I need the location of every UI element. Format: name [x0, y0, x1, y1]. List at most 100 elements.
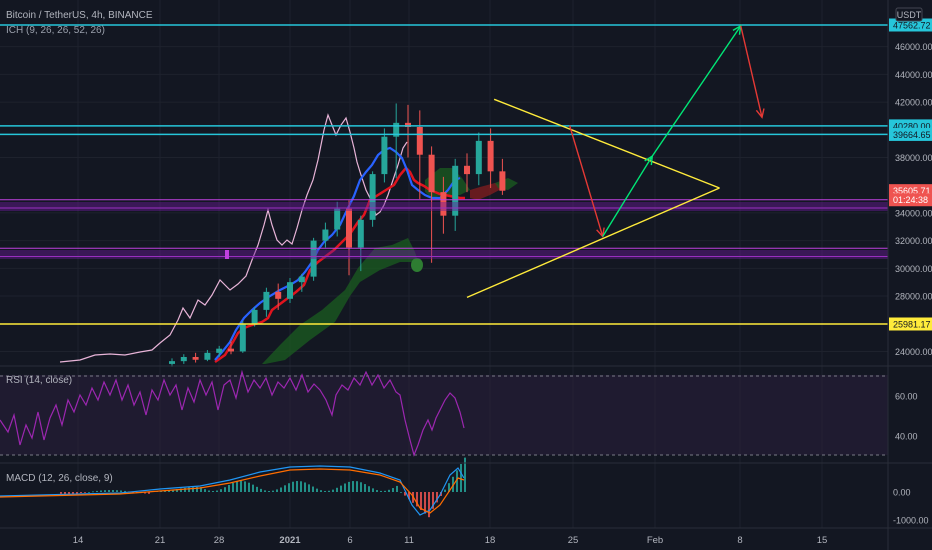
candle-body-27 — [487, 140, 494, 172]
macd-hist-bar-83 — [392, 488, 394, 492]
macd-legend[interactable]: MACD (12, 26, close, 9) — [6, 473, 113, 484]
candle-body-13 — [322, 229, 329, 241]
macd-hist-bar-97 — [448, 483, 450, 492]
macd-hist-bar-66 — [324, 490, 326, 492]
candle-body-5 — [228, 348, 234, 352]
macd-hist-bar-45 — [240, 481, 242, 492]
candle-body-7 — [251, 309, 258, 324]
candle-body-15 — [346, 208, 352, 248]
price-tick-8: 24000.00 — [895, 347, 932, 357]
time-tick-7: 25 — [568, 535, 579, 546]
macd-hist-bar-12 — [108, 490, 110, 492]
candle-body-22 — [428, 154, 435, 193]
macd-hist-bar-31 — [184, 487, 186, 492]
macd-hist-bar-43 — [232, 482, 234, 492]
macd-hist-bar-48 — [252, 484, 254, 492]
macd-hist-bar-68 — [332, 489, 334, 492]
time-tick-10: 15 — [817, 535, 828, 546]
macd-hist-bar-73 — [352, 481, 354, 492]
macd-hist-bar-61 — [304, 482, 306, 492]
candle-body-9 — [275, 291, 282, 299]
price-tick-6: 30000.00 — [895, 264, 932, 274]
purple-zone-lower — [0, 250, 888, 259]
candle-body-6 — [239, 323, 246, 352]
macd-hist-bar-82 — [388, 489, 390, 492]
macd-hist-bar-54 — [276, 489, 278, 492]
macd-hist-bar-59 — [296, 481, 298, 492]
macd-hist-bar-92 — [428, 492, 430, 518]
macd-hist-bar-63 — [312, 486, 314, 492]
macd-hist-bar-84 — [396, 485, 398, 492]
price-axis[interactable]: 46000.00 44000.00 42000.00 38000.00 34000.00… — [895, 42, 932, 357]
macd-hist-bar-9 — [96, 490, 98, 492]
currency-badge-box[interactable] — [895, 7, 923, 22]
rsi-line — [0, 369, 465, 457]
price-marker-label-4: 01:24:38 — [893, 195, 928, 205]
time-axis[interactable]: 14 21 28 2021 6 11 18 25 Feb 8 15 — [73, 535, 828, 546]
time-tick-8: Feb — [647, 535, 663, 546]
candle-body-11 — [298, 276, 305, 283]
candle-body-18 — [381, 136, 388, 175]
macd-hist-bar-0 — [60, 492, 62, 494]
macd-hist-bar-96 — [444, 489, 446, 492]
macd-hist-bar-91 — [424, 492, 426, 514]
candle-body-4 — [216, 348, 223, 353]
price-tick-4: 34000.00 — [895, 208, 932, 218]
chikou-span — [59, 113, 408, 363]
macd-hist-bar-26 — [164, 490, 166, 492]
macd-hist-bar-37 — [208, 490, 210, 492]
price-marker-box-5 — [889, 317, 932, 331]
price-tick-7: 28000.00 — [895, 292, 932, 302]
macd-hist-bar-44 — [236, 481, 238, 492]
projection-red-down-1 — [568, 125, 604, 237]
candle-body-16 — [357, 219, 364, 248]
currency-badge[interactable]: USDT — [897, 10, 922, 20]
time-tick-5: 11 — [404, 535, 414, 546]
macd-hist-bar-32 — [188, 487, 190, 492]
macd-hist-bar-80 — [380, 490, 382, 492]
macd-hist-bar-34 — [196, 487, 198, 492]
macd-hist-bar-15 — [120, 490, 122, 492]
price-marker-box-2 — [889, 127, 932, 141]
macd-hist-bar-1 — [64, 492, 66, 494]
price-tick-3: 38000.00 — [895, 153, 932, 163]
indicator-axes: 60.00 40.00 0.00 -1000.00 — [893, 392, 929, 526]
macd-hist-bar-2 — [68, 492, 70, 494]
candle-body-28 — [499, 171, 506, 191]
rsi-pane-bg — [0, 375, 888, 455]
macd-hist-bar-42 — [228, 485, 230, 492]
macd-hist-bar-100 — [460, 464, 462, 492]
projection-green-up-2 — [651, 25, 742, 157]
ichimoku-legend[interactable]: ICH (9, 26, 26, 52, 26) — [6, 25, 105, 36]
macd-hist-bar-85 — [400, 492, 402, 493]
purple-zone-upper — [0, 202, 888, 211]
macd-hist-bar-98 — [452, 476, 454, 492]
macd-hist-bar-28 — [172, 489, 174, 492]
time-tick-1: 21 — [155, 535, 166, 546]
macd-hist-bar-4 — [76, 492, 78, 494]
candle-body-21 — [416, 127, 423, 155]
macd-hist-bar-87 — [408, 492, 410, 500]
macd-hist-bar-51 — [264, 490, 266, 492]
macd-hist-bar-65 — [320, 490, 322, 492]
macd-hist-bar-76 — [364, 484, 366, 492]
macd-hist-bar-78 — [372, 488, 374, 492]
price-marker-label-3: 35605.71 — [893, 186, 931, 196]
macd-hist-bar-86 — [404, 492, 406, 496]
macd-hist-bar-21 — [144, 492, 146, 494]
macd-signal-line — [0, 468, 465, 514]
time-tick-0: 14 — [73, 535, 84, 546]
macd-hist-bar-27 — [168, 490, 170, 492]
symbol-title[interactable]: Bitcoin / TetherUS, 4h, BINANCE — [6, 10, 153, 21]
candle-body-25 — [464, 165, 470, 175]
macd-hist-bar-10 — [100, 490, 102, 492]
candle-body-17 — [369, 174, 376, 220]
macd-hist-bar-99 — [456, 470, 458, 492]
macd-hist-bar-70 — [340, 485, 342, 492]
rsi-legend[interactable]: RSI (14, close) — [6, 375, 73, 386]
candle-body-24 — [452, 165, 459, 216]
price-tick-5: 32000.00 — [895, 236, 932, 246]
triangle-lower-line — [466, 187, 720, 299]
candle-body-8 — [263, 291, 270, 310]
projection-green-up-1 — [602, 155, 653, 237]
